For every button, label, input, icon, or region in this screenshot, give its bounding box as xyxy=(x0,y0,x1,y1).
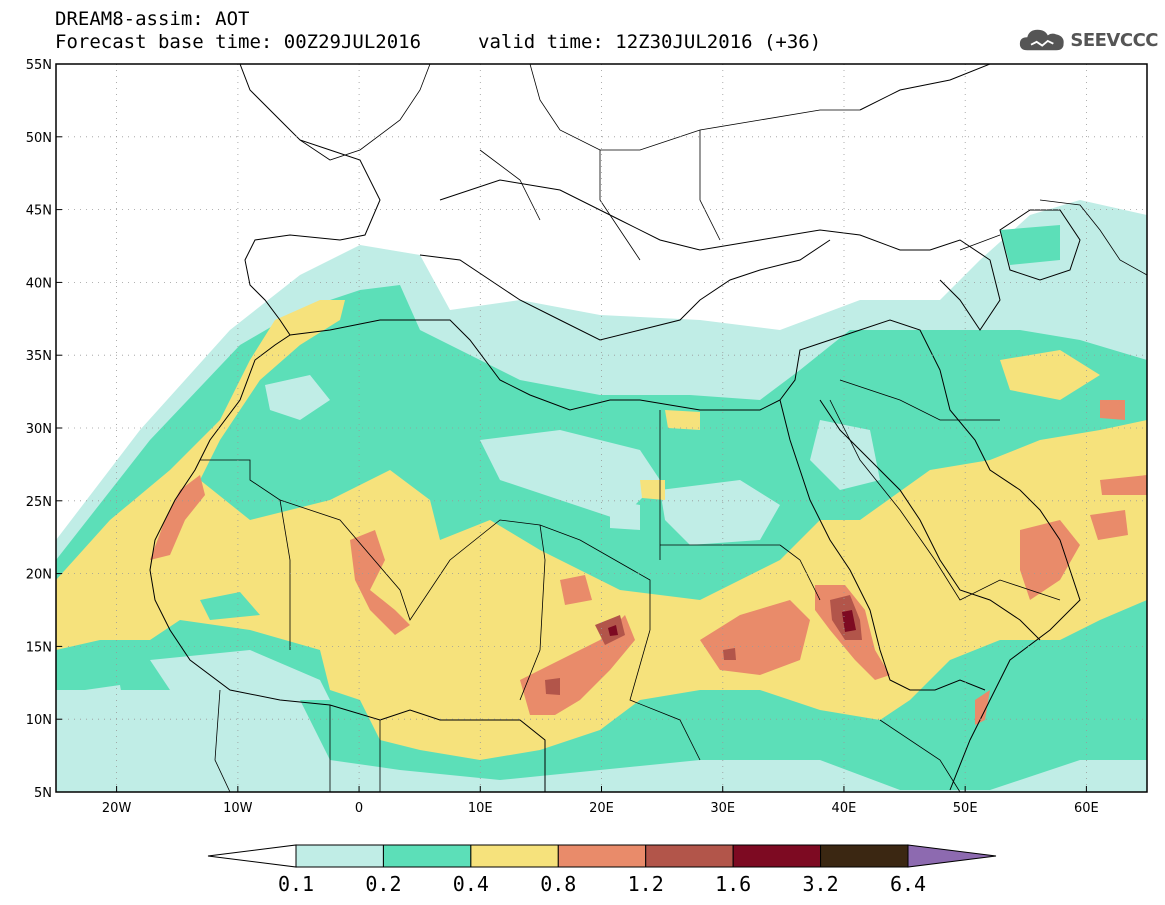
colorbar-swatch xyxy=(732,844,822,868)
lat-tick-label: 40N xyxy=(26,276,52,291)
colorbar-label: 6.4 xyxy=(890,872,926,896)
map-title: DREAM8-assim: AOT xyxy=(55,8,250,30)
colorbar-swatch xyxy=(820,844,909,868)
seevccc-logo: SEEVCCC xyxy=(1018,24,1158,56)
lat-tick-label: 45N xyxy=(26,204,52,219)
colorbar-label: 1.6 xyxy=(715,872,751,896)
lon-tick-label: 10W xyxy=(223,801,253,816)
colorbar-label: 1.2 xyxy=(628,872,664,896)
colorbar-label: 0.8 xyxy=(540,872,576,896)
lon-tick-label: 30E xyxy=(710,801,735,816)
cloud-icon xyxy=(1019,29,1064,51)
latitude-axis: 55N 50N 45N 40N 35N 30N 25N 20N 15N 10N 5N xyxy=(26,58,62,801)
lon-tick-label: 50E xyxy=(953,801,978,816)
colorbar-label: 0.2 xyxy=(365,872,401,896)
colorbar-swatch xyxy=(645,844,734,868)
colorbar-label: 0.1 xyxy=(278,872,314,896)
country-borders xyxy=(200,64,1147,792)
map-plot-area xyxy=(56,64,1147,792)
lon-tick-label: 10E xyxy=(468,801,493,816)
lat-tick-label: 5N xyxy=(34,786,52,801)
lon-tick-label: 0 xyxy=(355,801,363,816)
aot-field-1.6-3.2 xyxy=(608,610,856,636)
lon-tick-label: 60E xyxy=(1074,801,1099,816)
lat-tick-label: 50N xyxy=(26,131,52,146)
colorbar: 0.1 0.2 0.4 0.8 1.2 1.6 3.2 6.4 xyxy=(207,844,997,896)
lon-tick-label: 20W xyxy=(102,801,132,816)
colorbar-upper-extension xyxy=(907,844,997,868)
lon-tick-label: 20E xyxy=(589,801,614,816)
lat-tick-label: 25N xyxy=(26,495,52,510)
gridlines xyxy=(56,64,1147,792)
aot-field-0.1-0.2-pockets xyxy=(85,375,880,720)
colorbar-swatch xyxy=(557,844,647,868)
logo-text: SEEVCCC xyxy=(1070,29,1158,51)
valid-time: valid time: 12Z30JUL2016 (+36) xyxy=(478,31,822,53)
aot-field-0.4-0.8 xyxy=(56,300,1147,760)
colorbar-swatch xyxy=(470,844,559,868)
colorbar-label: 0.4 xyxy=(453,872,489,896)
lat-tick-label: 20N xyxy=(26,568,52,583)
lat-tick-label: 30N xyxy=(26,422,52,437)
longitude-axis: 20W 10W 0 10E 20E 30E 40E 50E 60E xyxy=(102,786,1099,816)
lat-tick-label: 15N xyxy=(26,640,52,655)
lon-tick-label: 40E xyxy=(832,801,857,816)
colorbar-swatch xyxy=(382,844,472,868)
lat-tick-label: 35N xyxy=(26,349,52,364)
lat-tick-label: 10N xyxy=(26,713,52,728)
colorbar-swatch xyxy=(295,844,384,868)
colorbar-label: 3.2 xyxy=(803,872,839,896)
colorbar-lower-extension xyxy=(207,844,297,868)
forecast-base-time: Forecast base time: 00Z29JUL2016 xyxy=(55,31,422,53)
lat-tick-label: 55N xyxy=(26,58,52,73)
